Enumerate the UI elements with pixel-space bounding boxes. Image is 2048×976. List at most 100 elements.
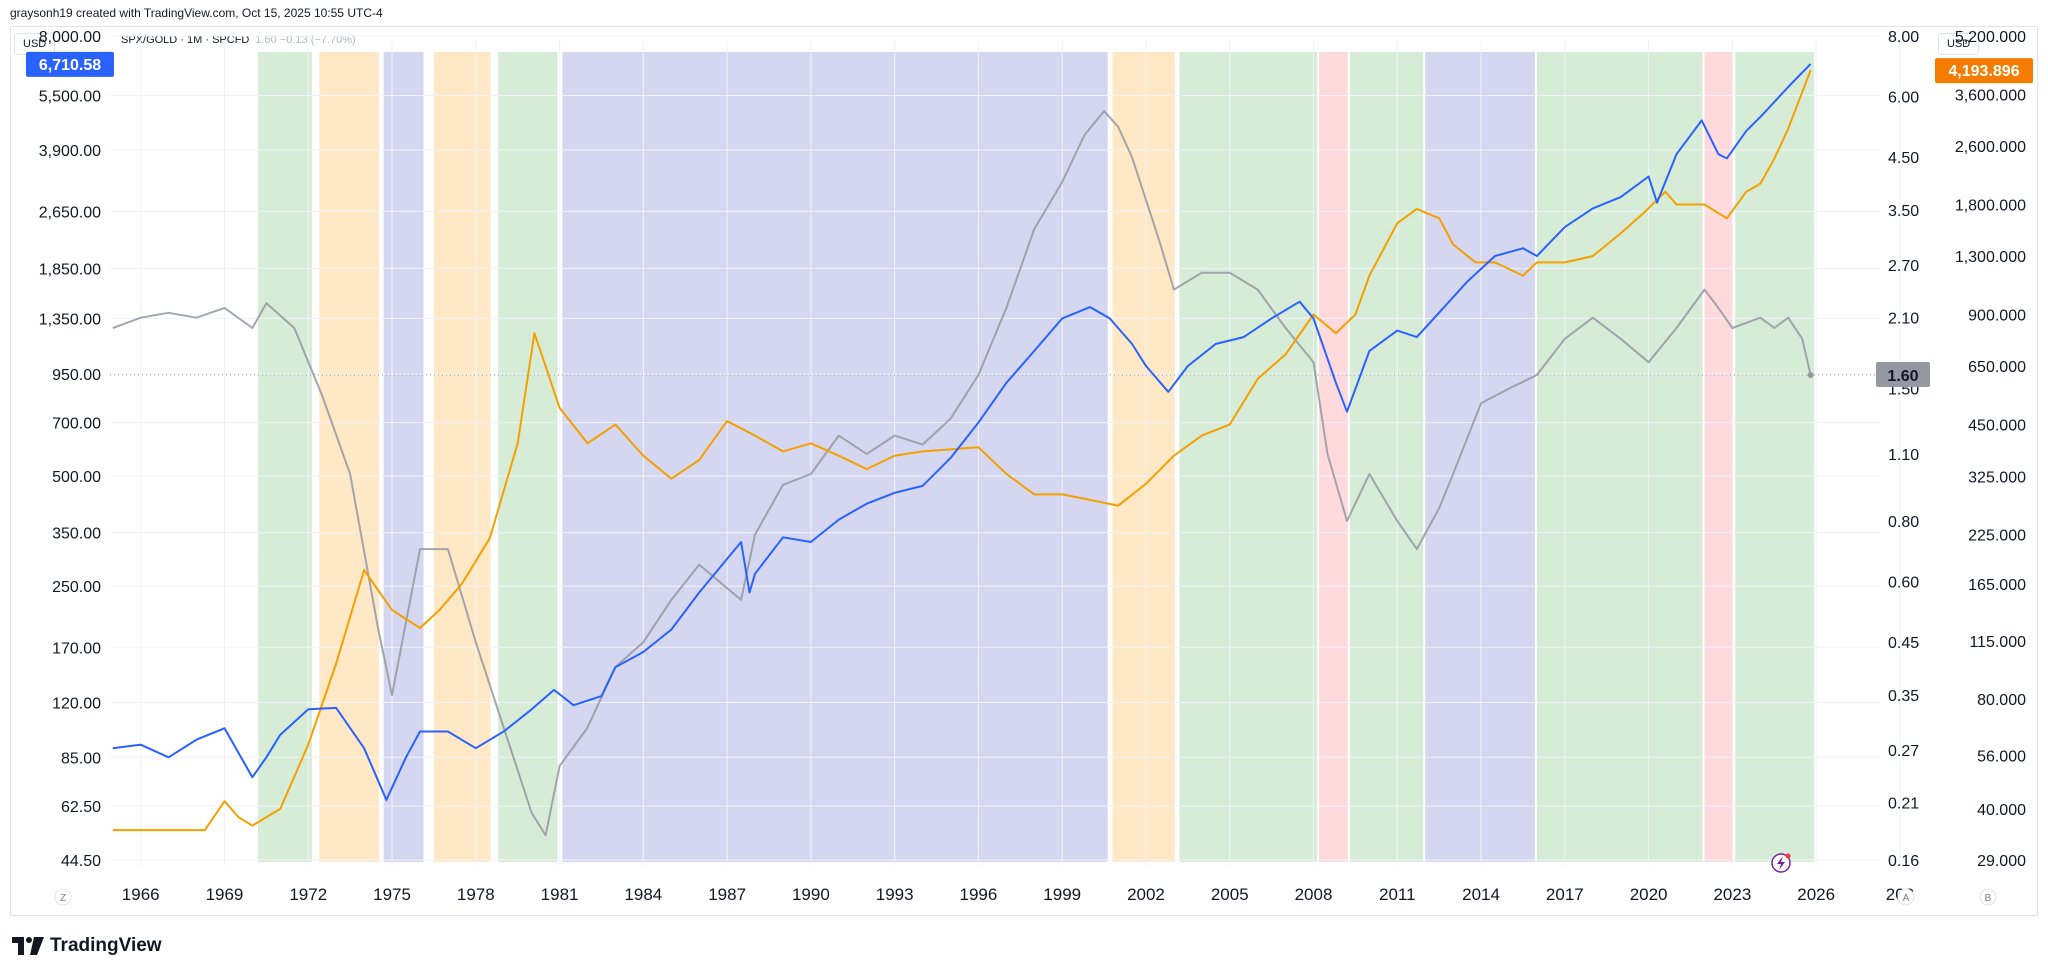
x-tick-label-16: 2011 [1379, 885, 1416, 904]
far-right-tick-label-9: 325.000 [1968, 469, 2026, 486]
regime-band-11 [1425, 52, 1535, 862]
right-tick-label-10: 0.60 [1888, 575, 1919, 592]
left-tick-label-14: 85.00 [61, 750, 101, 767]
left-tick-label-5: 1,850.00 [39, 261, 101, 278]
far-right-tick-label-14: 56.000 [1977, 749, 2026, 766]
regime-band-9 [1319, 52, 1348, 862]
far-right-tick-label-3: 2,600.000 [1955, 139, 2026, 156]
chart-frame [10, 26, 2038, 916]
right-tick-label-8: 1.10 [1888, 447, 1919, 464]
axis-mode-button-mid[interactable]: A [1897, 888, 1915, 906]
left-tick-label-15: 62.50 [61, 799, 101, 816]
regime-band-1 [257, 52, 312, 862]
right-tick-label-9: 0.80 [1888, 514, 1919, 531]
ratio-last-value-badge [1876, 362, 1930, 388]
left-tick-label-3: 3,900.00 [39, 143, 101, 160]
x-tick-label-6: 1981 [541, 885, 579, 904]
x-tick-label-19: 2020 [1630, 885, 1668, 904]
tradingview-logo-icon [12, 937, 44, 955]
tradingview-logo-text: TradingView [50, 935, 162, 956]
x-tick-label-8: 1987 [708, 885, 746, 904]
axis-mode-circle-left [54, 888, 72, 906]
regime-band-6 [562, 52, 1108, 862]
gold-last-value-badge [1935, 58, 2033, 84]
x-tick-label-12: 1999 [1043, 885, 1081, 904]
x-tick-label-21: 2026 [1797, 885, 1835, 904]
lightning-icon-bolt [1777, 856, 1785, 870]
x-tick-label-2: 1969 [206, 885, 244, 904]
regime-band-7 [1112, 52, 1175, 862]
lightning-icon[interactable] [1771, 853, 1791, 873]
regime-band-10 [1349, 52, 1424, 862]
regime-band-8 [1179, 52, 1318, 862]
left-tick-label-2: 5,500.00 [39, 88, 101, 105]
far-right-tick-label-2: 3,600.000 [1955, 87, 2026, 104]
axis-mode-button-right[interactable]: B [1979, 888, 1997, 906]
gold-last-value-label: 4,193.896 [1948, 63, 2019, 80]
right-tick-label-1: 8.00 [1888, 29, 1919, 46]
regime-band-13 [1704, 52, 1734, 862]
right-tick-label-15: 0.16 [1888, 853, 1919, 870]
x-tick-label-14: 2005 [1211, 885, 1249, 904]
regime-band-12 [1536, 52, 1703, 862]
x-tick-label-13: 2002 [1127, 885, 1165, 904]
far-right-tick-label-1: 5,200.000 [1955, 29, 2026, 46]
regime-band-4 [433, 52, 491, 862]
left-tick-label-8: 700.00 [52, 416, 101, 433]
chart-credit: graysonh19 created with TradingView.com,… [10, 6, 383, 20]
right-tick-label-5: 2.70 [1888, 258, 1919, 275]
far-right-tick-label-4: 1,800.000 [1955, 197, 2026, 214]
x-tick-label-11: 1996 [960, 885, 998, 904]
axis-mode-label-left: Z [60, 893, 66, 904]
series-line-gold [112, 69, 1812, 832]
right-currency-selector[interactable]: USD [1938, 33, 1980, 55]
left-tick-label-12: 170.00 [52, 640, 101, 657]
left-tick-label-9: 500.00 [52, 469, 101, 486]
legend-symbol: SPX/GOLD · 1M · SPCFD [121, 34, 250, 46]
spx-last-value-label: 6,710.58 [39, 57, 101, 74]
x-tick-label-1: 1966 [122, 885, 160, 904]
far-right-tick-label-12: 115.000 [1969, 634, 2026, 651]
axis-mode-button-left[interactable]: Z [54, 888, 72, 906]
x-tick-label-4: 1975 [373, 885, 411, 904]
x-tick-label-17: 2014 [1462, 885, 1500, 904]
right-tick-label-12: 0.35 [1888, 688, 1919, 705]
series-line-ratio [112, 110, 1812, 837]
right-tick-label-3: 4.50 [1888, 150, 1919, 167]
axis-mode-circle-mid [1897, 888, 1915, 906]
left-tick-label-16: 44.50 [61, 853, 101, 870]
far-right-tick-label-5: 1,300.000 [1955, 249, 2026, 266]
x-tick-label-3: 1972 [289, 885, 327, 904]
far-right-tick-label-10: 225.000 [1968, 528, 2026, 545]
right-tick-label-11: 0.45 [1888, 635, 1919, 652]
x-tick-label-15: 2008 [1295, 885, 1333, 904]
spx-last-value-badge [26, 51, 114, 77]
x-tick-label-10: 1993 [876, 885, 914, 904]
left-tick-label-6: 1,350.00 [39, 311, 101, 328]
far-right-tick-label-7: 650.000 [1968, 359, 2026, 376]
x-tick-label-9: 1990 [792, 885, 830, 904]
left-tick-label-7: 950.00 [52, 367, 101, 384]
ratio-last-value-label: 1.60 [1887, 368, 1918, 385]
regime-band-14 [1735, 52, 1815, 862]
right-tick-label-6: 2.10 [1888, 311, 1919, 328]
legend-values: 1.60 −0.13 (−7.70%) [255, 34, 356, 46]
axis-mode-label-right: B [1985, 893, 1992, 904]
left-tick-label-1: 8,000.00 [39, 29, 101, 46]
left-tick-label-11: 250.00 [52, 579, 101, 596]
left-tick-label-4: 2,650.00 [39, 204, 101, 221]
x-tick-label-20: 2023 [1713, 885, 1751, 904]
far-right-tick-label-16: 29.000 [1977, 853, 2026, 870]
x-tick-label-18: 2017 [1546, 885, 1584, 904]
symbol-legend[interactable]: SPX/GOLD · 1M · SPCFD 1.60 −0.13 (−7.70%) [121, 34, 356, 46]
lightning-icon-dot [1785, 853, 1791, 859]
axis-mode-label-mid: A [1903, 893, 1910, 904]
far-right-tick-label-13: 80.000 [1977, 692, 2026, 709]
right-tick-label-13: 0.27 [1888, 743, 1919, 760]
regime-band-3 [383, 52, 424, 862]
x-tick-label-5: 1978 [457, 885, 495, 904]
right-tick-label-4: 3.50 [1888, 203, 1919, 220]
tradingview-logo[interactable]: TradingView [12, 934, 162, 958]
left-tick-label-13: 120.00 [52, 696, 101, 713]
